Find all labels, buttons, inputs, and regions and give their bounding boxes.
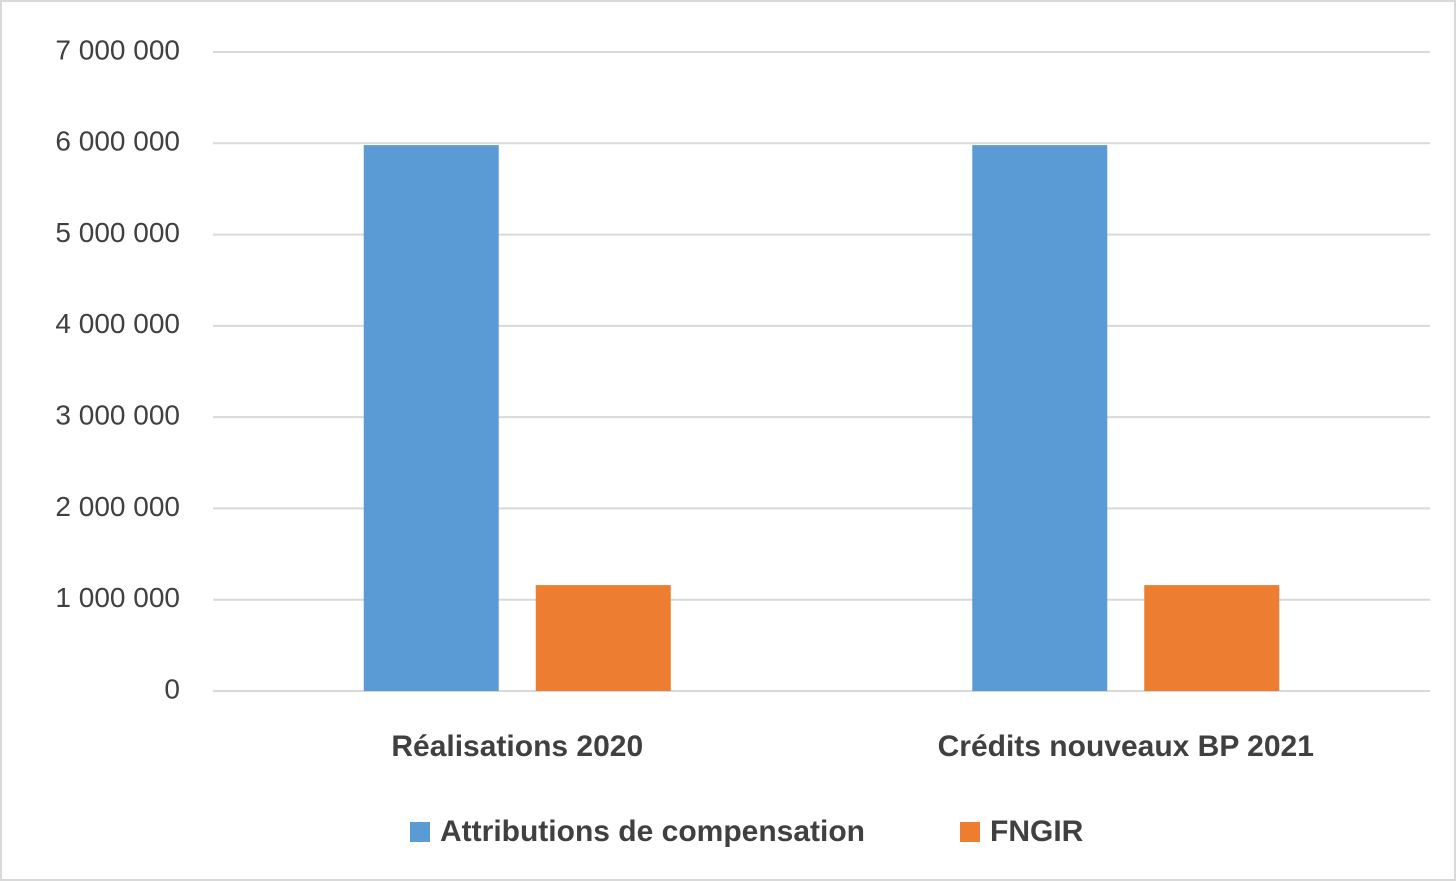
y-tick-label: 1 000 000 [55,582,180,613]
y-tick-label: 4 000 000 [55,308,180,339]
y-tick-label: 6 000 000 [55,126,180,157]
legend-label: FNGIR [990,815,1084,848]
legend-swatch [410,822,430,842]
y-tick-label: 7 000 000 [55,34,180,65]
legend-label: Attributions de compensation [440,815,865,848]
bar [535,585,671,691]
x-tick-label: Crédits nouveaux BP 2021 [938,730,1314,763]
y-tick-label: 3 000 000 [55,400,180,431]
bar [363,145,499,691]
y-tick-label: 0 [164,673,180,704]
bar [972,145,1108,691]
x-tick-label: Réalisations 2020 [391,730,643,763]
y-tick-label: 5 000 000 [55,217,180,248]
legend-swatch [960,822,980,842]
bar [1144,585,1280,691]
y-tick-label: 2 000 000 [55,491,180,522]
